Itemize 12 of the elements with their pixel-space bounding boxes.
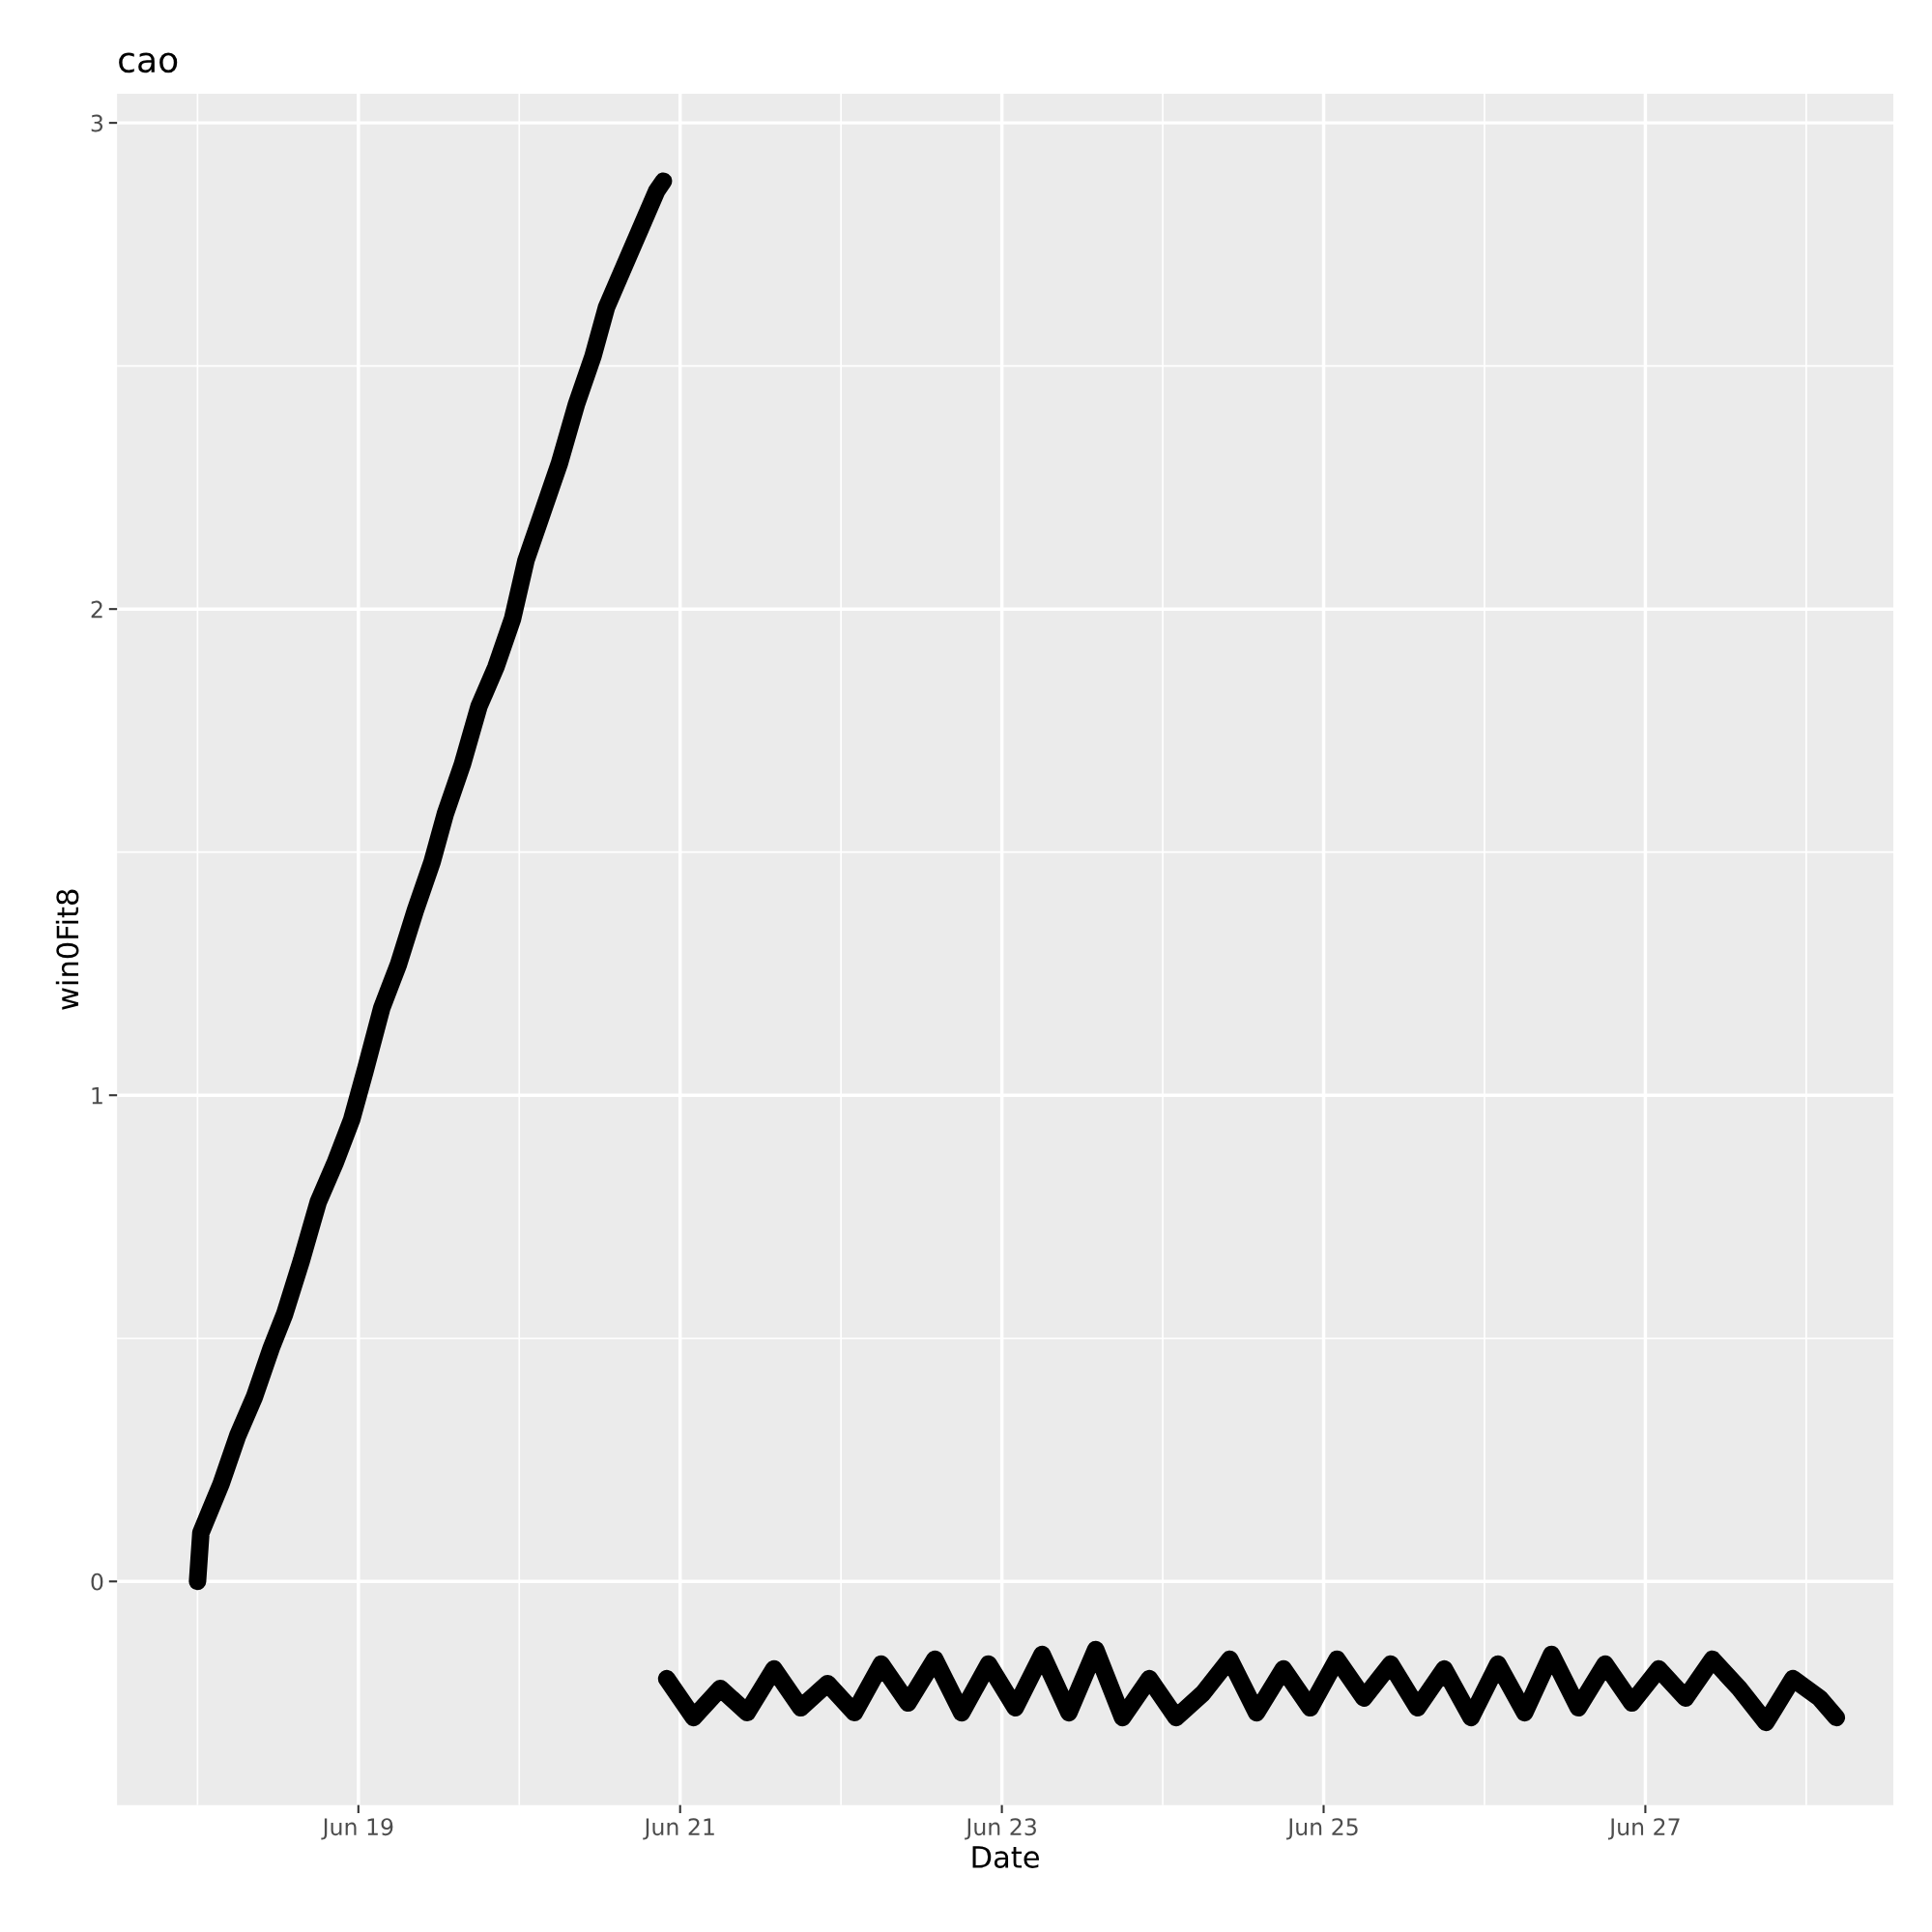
y-axis-title: win0Fit8 [55,889,79,1010]
x-tick-label: Jun 19 [321,1818,393,1840]
y-tick-label: 1 [92,1086,102,1105]
chart-title: cao [119,52,178,73]
x-axis-title: Date [972,1846,1039,1868]
x-tick-label: Jun 21 [643,1818,714,1840]
x-tick-label: Jun 27 [1607,1818,1680,1840]
y-tick-label: 2 [91,600,102,619]
x-tick-label: Jun 23 [965,1818,1036,1840]
y-tick-label: 0 [91,1572,103,1591]
y-tick-label: 3 [91,114,103,132]
x-tick-label: Jun 25 [1286,1818,1358,1840]
